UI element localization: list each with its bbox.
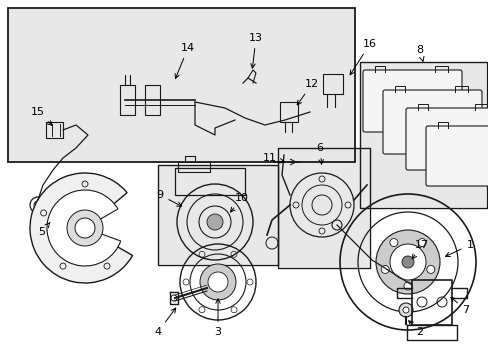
Text: 13: 13 — [248, 33, 263, 68]
Circle shape — [200, 264, 236, 300]
Text: 10: 10 — [230, 193, 248, 212]
Wedge shape — [47, 190, 121, 266]
Circle shape — [380, 265, 388, 273]
Text: 12: 12 — [297, 79, 318, 105]
FancyBboxPatch shape — [362, 70, 461, 132]
Circle shape — [207, 272, 227, 292]
Bar — [8, 8, 354, 162]
Text: 8: 8 — [416, 45, 423, 61]
Text: 15: 15 — [31, 107, 52, 125]
Circle shape — [426, 265, 434, 273]
Circle shape — [389, 239, 397, 247]
Circle shape — [75, 218, 95, 238]
Text: 4: 4 — [154, 308, 175, 337]
Bar — [359, 62, 486, 208]
Circle shape — [67, 210, 103, 246]
Bar — [178, 162, 209, 172]
Bar — [145, 85, 160, 115]
FancyBboxPatch shape — [425, 126, 488, 186]
Circle shape — [206, 214, 223, 230]
Bar — [120, 85, 135, 115]
Bar — [158, 165, 278, 265]
Circle shape — [401, 256, 413, 268]
Bar — [280, 102, 297, 122]
Text: 2: 2 — [408, 321, 423, 337]
Text: 11: 11 — [263, 153, 284, 163]
Circle shape — [402, 307, 408, 313]
Bar — [9, 9, 353, 161]
FancyBboxPatch shape — [382, 90, 481, 154]
Circle shape — [389, 244, 425, 280]
Wedge shape — [30, 173, 132, 283]
Bar — [175, 168, 244, 195]
Circle shape — [375, 230, 439, 294]
Text: 1: 1 — [445, 240, 472, 257]
Text: 17: 17 — [411, 240, 428, 259]
Bar — [360, 63, 485, 207]
Bar — [159, 166, 276, 264]
Circle shape — [398, 303, 412, 317]
Circle shape — [417, 239, 425, 247]
Text: 6: 6 — [316, 143, 323, 164]
Bar — [278, 148, 369, 268]
Text: 9: 9 — [156, 190, 181, 206]
Circle shape — [403, 282, 411, 290]
Bar — [279, 149, 368, 267]
FancyBboxPatch shape — [405, 108, 488, 170]
Text: 5: 5 — [39, 222, 50, 237]
Text: 3: 3 — [214, 299, 221, 337]
Text: 7: 7 — [450, 297, 468, 315]
Bar — [323, 74, 342, 94]
Text: 14: 14 — [175, 43, 195, 78]
Text: 16: 16 — [349, 39, 376, 75]
